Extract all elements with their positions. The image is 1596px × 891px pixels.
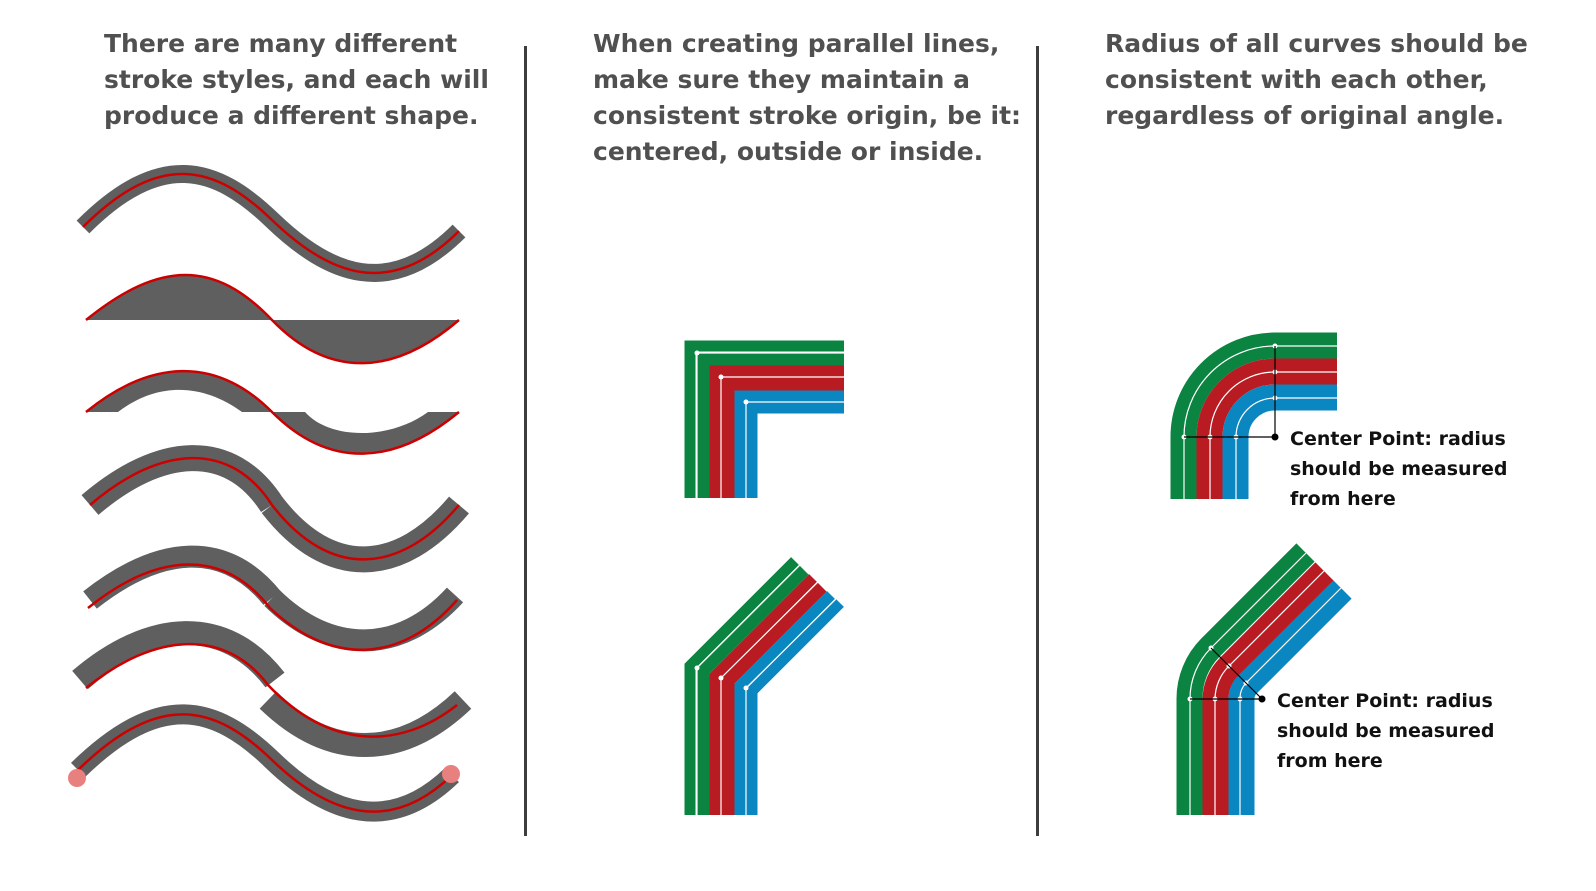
wave-outside-stroke [90,458,459,559]
wave-fill-to-baseline [86,275,459,363]
wave-centered-stroke [83,174,459,273]
center-point-marker-bottom [1259,696,1266,703]
parallel-45-degree [690,561,840,815]
parallel-right-angle [690,346,844,498]
center-point-note-top: Center Point: radius should be measured … [1290,424,1590,514]
round-cap-end-marker [442,765,460,783]
wave-stepped-stroke [86,371,459,454]
center-point-note-bottom: Center Point: radius should be measured … [1277,686,1577,776]
round-cap-start-marker [68,769,86,787]
center-point-marker-top [1272,434,1279,441]
